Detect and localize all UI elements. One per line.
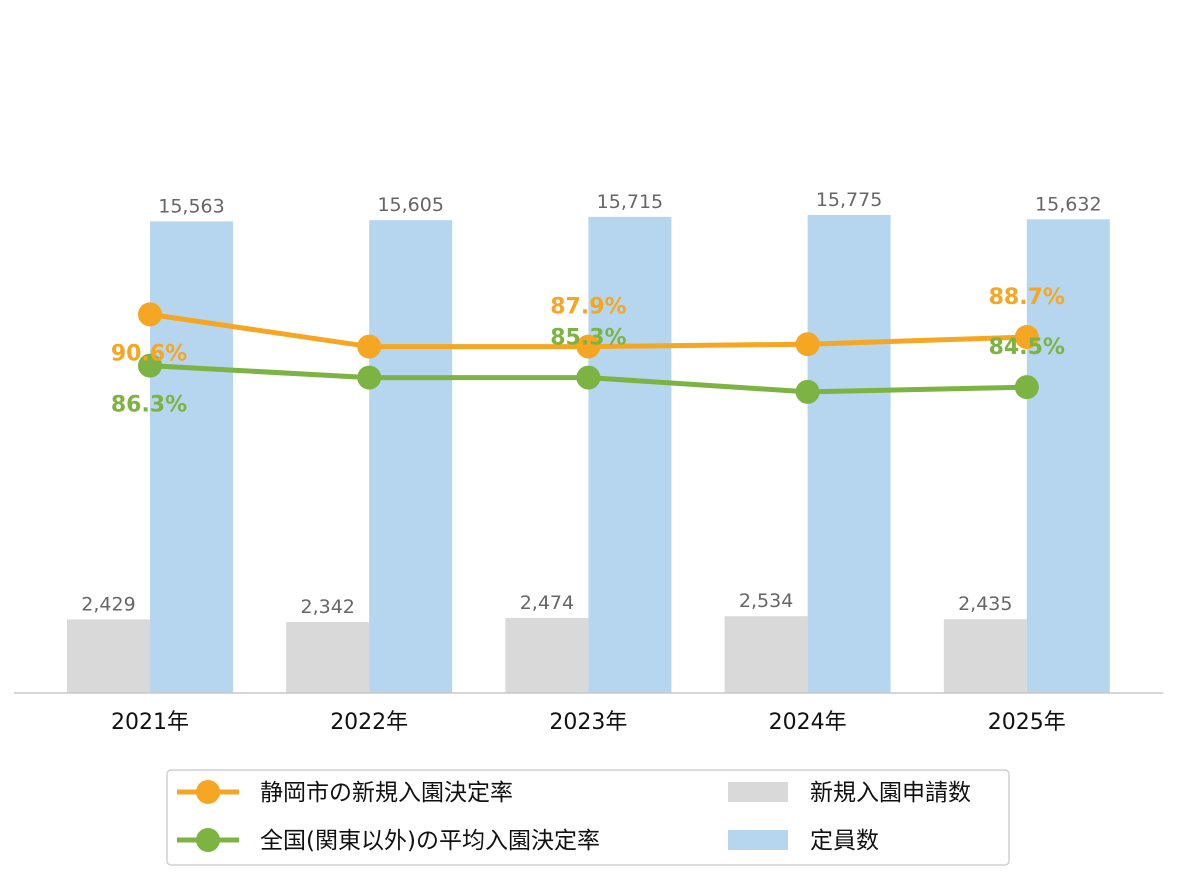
percent-data-label: 90.6% (111, 341, 187, 366)
percent-labels-layer: 90.6% 87.9% 88.7% 86.3% 85.3% 84.5% (111, 285, 1065, 418)
series-point (795, 332, 820, 357)
x-tick-label: 2023年 (549, 710, 627, 735)
series-point (357, 365, 382, 390)
legend-label: 新規入園申請数 (810, 780, 971, 806)
lines-layer (138, 302, 1039, 404)
bar-value-label: 15,775 (816, 189, 882, 211)
capacity-bar (150, 221, 233, 693)
percent-data-label: 88.7% (989, 285, 1065, 310)
percent-data-label: 84.5% (989, 335, 1065, 360)
bar-value-label: 2,534 (739, 590, 793, 612)
legend-label: 定員数 (810, 828, 879, 854)
bar-value-label: 2,435 (958, 593, 1012, 615)
legend: 静岡市の新規入園決定率 全国(関東以外)の平均入園決定率 新規入園申請数 定員数 (166, 769, 1010, 866)
bar-value-label: 2,342 (300, 596, 354, 618)
percent-data-label: 85.3% (550, 326, 626, 351)
bar-value-label: 15,715 (597, 191, 663, 213)
legend-marker (196, 828, 220, 852)
percent-data-label: 87.9% (550, 295, 626, 320)
series-point (1014, 325, 1039, 350)
bar-value-label: 15,563 (158, 195, 224, 217)
series-point (576, 334, 601, 359)
x-tick-labels: 2021年 2022年 2023年 2024年 2025年 (111, 710, 1066, 735)
applications-bar (724, 616, 808, 693)
series-point (138, 302, 162, 327)
percent-data-label: 86.3% (111, 393, 187, 418)
applications-bar (286, 622, 370, 693)
series-point (795, 379, 820, 404)
legend-item-line-1: 全国(関東以外)の平均入園決定率 (177, 828, 600, 854)
applications-bar (67, 619, 150, 693)
legend-label: 全国(関東以外)の平均入園決定率 (260, 828, 600, 854)
legend-marker (196, 780, 220, 804)
capacity-bar (1026, 219, 1110, 693)
capacity-bar (369, 220, 453, 693)
bars-layer (67, 215, 1110, 694)
series-point (357, 334, 382, 359)
x-tick-label: 2021年 (111, 710, 189, 735)
bar-value-label: 15,605 (377, 194, 443, 216)
bar-labels-layer: 2,429 15,563 2,342 15,605 2,474 15,715 2,534 15… (81, 189, 1101, 618)
legend-item-bar-1: 定員数 (728, 828, 879, 854)
legend-frame (166, 769, 1010, 866)
bar-value-label: 2,429 (81, 593, 135, 615)
legend-item-bar-0: 新規入園申請数 (728, 780, 971, 806)
x-tick-label: 2022年 (330, 710, 408, 735)
capacity-bar (807, 215, 891, 693)
legend-bar-swatch (728, 782, 788, 802)
legend-bar-swatch (728, 830, 788, 850)
capacity-bar (588, 216, 672, 694)
series-point (1014, 375, 1039, 400)
x-tick-label: 2025年 (988, 710, 1066, 735)
applications-bar (943, 619, 1027, 693)
applications-bar (505, 618, 589, 693)
legend-label: 静岡市の新規入園決定率 (260, 780, 513, 806)
x-tick-label: 2024年 (769, 710, 847, 735)
bar-value-label: 15,632 (1035, 193, 1101, 215)
series-point (576, 365, 601, 390)
legend-item-line-0: 静岡市の新規入園決定率 (177, 780, 513, 806)
series-point (138, 353, 162, 378)
bar-value-label: 2,474 (520, 592, 574, 614)
